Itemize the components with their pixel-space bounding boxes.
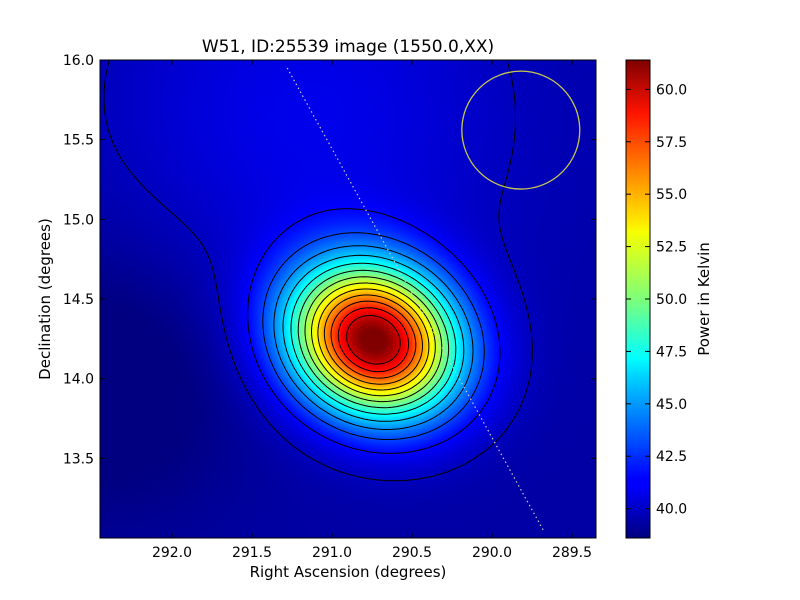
- colorbar-label: Power in Kelvin: [695, 242, 713, 356]
- colorbar-tick-label: 42.5: [656, 449, 687, 465]
- plot-area: [99, 59, 597, 539]
- colorbar-tick-label: 52.5: [656, 240, 687, 256]
- chart-title: W51, ID:25539 image (1550.0,XX): [202, 37, 494, 57]
- contour-level-5: [290, 262, 457, 415]
- x-axis-label: Right Ascension (degrees): [250, 563, 447, 581]
- x-tick-label: 292.0: [152, 545, 192, 561]
- y-tick-label: 14.5: [63, 292, 94, 308]
- y-tick-label: 13.5: [63, 451, 94, 467]
- y-tick-label: 14.0: [63, 372, 94, 388]
- colorbar-tick-label: 45.0: [656, 397, 687, 413]
- contour-level-1: [247, 208, 501, 454]
- x-tick-label: 291.0: [312, 545, 352, 561]
- y-axis: 13.5 14.0 14.5 15.0 15.5 16.0: [63, 53, 596, 467]
- colorbar-ticks: 40.0 42.5 45.0 47.5 50.0 52.5 55.0 57.5 60.0: [626, 82, 687, 518]
- colorbar-tick-label: 57.5: [656, 135, 687, 151]
- contour-level-3: [273, 245, 474, 430]
- beam-circle: [461, 70, 581, 190]
- contour-level-8: [311, 282, 436, 397]
- colorbar-tick-label: 47.5: [656, 344, 687, 360]
- contour-level-9: [317, 288, 430, 391]
- x-tick-label: 290.5: [392, 545, 432, 561]
- colorbar: 40.0 42.5 45.0 47.5 50.0 52.5 55.0 57.5 60.0: [625, 59, 687, 539]
- contour-level-4: [282, 254, 465, 422]
- colorbar-tick-label: 60.0: [656, 82, 687, 98]
- contour-level-0: [103, 60, 533, 482]
- y-tick-label: 16.0: [63, 53, 94, 69]
- x-tick-label: 289.5: [552, 545, 592, 561]
- x-tick-label: 290.0: [472, 545, 512, 561]
- y-tick-label: 15.0: [63, 212, 94, 228]
- contour-level-10: [323, 294, 423, 385]
- contour-level-2: [262, 232, 485, 440]
- colorbar-tick-label: 40.0: [656, 502, 687, 518]
- contour-lines: [103, 60, 533, 482]
- contour-level-12: [337, 307, 410, 373]
- contour-level-13: [346, 315, 401, 365]
- colorbar-tick-label: 55.0: [656, 187, 687, 203]
- contour-level-6: [297, 269, 450, 409]
- x-tick-label: 291.5: [232, 545, 272, 561]
- x-axis: 292.0 291.5 291.0 290.5 290.0 289.5: [152, 60, 592, 561]
- y-tick-label: 15.5: [63, 133, 94, 149]
- contour-level-11: [330, 300, 417, 379]
- y-axis-label: Declination (degrees): [36, 218, 54, 380]
- colorbar-tick-label: 50.0: [656, 292, 687, 308]
- contour-level-7: [304, 276, 443, 403]
